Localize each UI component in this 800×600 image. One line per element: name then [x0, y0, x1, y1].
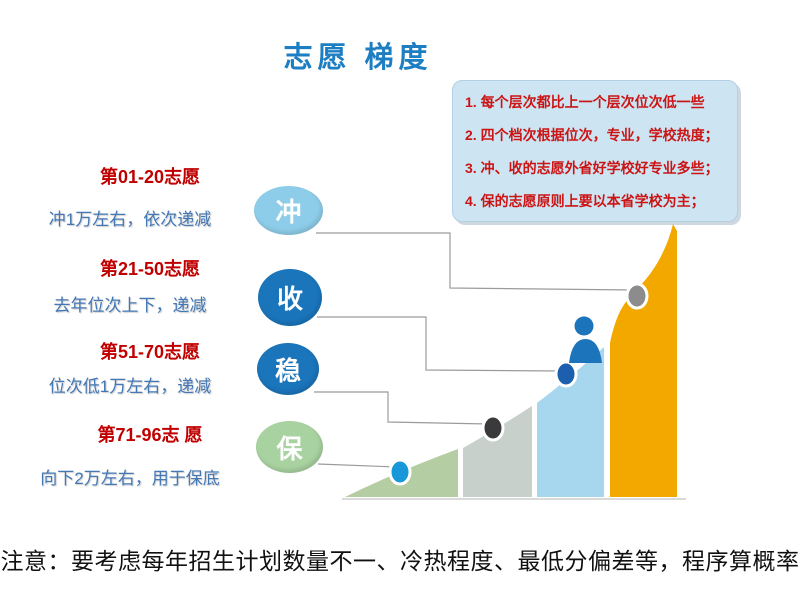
chart-slice-chong [610, 224, 677, 497]
range-label-3: 第51-70志愿 [99, 342, 201, 362]
person-icon [569, 316, 602, 363]
marker-dot-shou [554, 360, 578, 388]
connector-chong [316, 232, 634, 291]
range-label-1: 第01-20志愿 [99, 167, 201, 187]
rule-line-2: 2. 四个档次根据位次，专业，学校热度； [465, 127, 719, 143]
stage-bubble-label: 冲 [275, 197, 302, 227]
stage-bubble-chong: 冲 [254, 186, 323, 235]
marker-dot-wen [481, 414, 505, 442]
footer-note: 注意：要考虑每年招生计划数量不一、冷热程度、最低分偏差等，程序算概率 [0, 548, 800, 574]
range-label-2: 第21-50志愿 [99, 259, 201, 279]
connector-bao [317, 463, 397, 468]
range-desc-3: 位次低1万左右，递减 [48, 377, 212, 396]
connector-wen [314, 391, 490, 425]
connector-shou [317, 316, 563, 372]
chart-slice-shou [537, 347, 604, 497]
chart-slice-wen [463, 406, 532, 497]
stage-bubble-label: 保 [276, 433, 303, 464]
marker-dot-chong [625, 282, 649, 310]
marker-dot-bao [388, 458, 412, 486]
range-desc-2: 去年位次上下，递减 [53, 296, 207, 315]
rule-line-4: 4. 保的志愿原则上要以本省学校为主； [465, 193, 705, 209]
range-desc-1: 冲1万左右，依次递减 [48, 210, 212, 229]
range-label-4: 第71-96志 愿 [97, 425, 203, 445]
rules-callout-box: 1. 每个层次都比上一个层次位次低一些 2. 四个档次根据位次，专业，学校热度；… [452, 80, 738, 222]
stage-bubble-bao: 保 [256, 421, 323, 473]
rule-line-1: 1. 每个层次都比上一个层次位次低一些 [465, 94, 705, 110]
stage-bubble-label: 稳 [274, 355, 301, 386]
range-desc-4: 向下2万左右，用于保底 [40, 469, 220, 488]
stage-bubble-label: 收 [276, 284, 303, 314]
stage-bubble-wen: 稳 [257, 343, 319, 395]
stage-bubble-shou: 收 [258, 269, 322, 326]
person-body [569, 339, 602, 363]
rule-line-3: 3. 冲、收的志愿外省好学校好专业多些； [465, 160, 719, 176]
page-title: 志愿 梯度 [283, 42, 433, 74]
person-head [574, 316, 594, 336]
